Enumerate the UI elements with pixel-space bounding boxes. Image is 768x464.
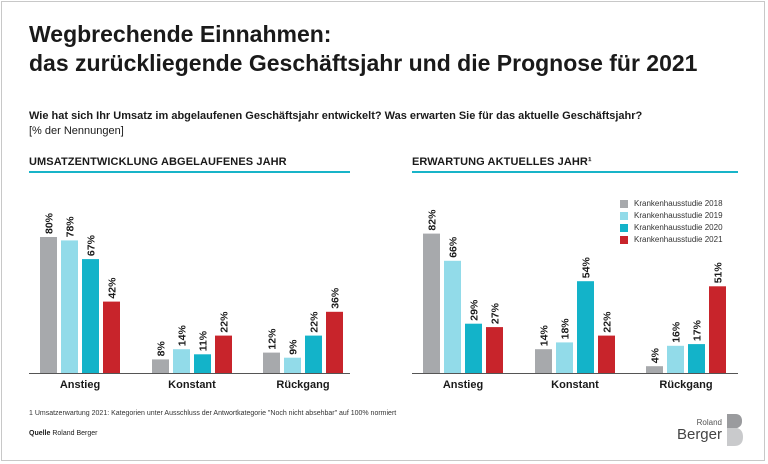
data-label: 22% bbox=[602, 311, 614, 333]
data-label: 36% bbox=[330, 287, 342, 309]
bar bbox=[103, 301, 120, 373]
data-label: 54% bbox=[581, 257, 593, 279]
legend-item: Krankenhausstudie 2020 bbox=[620, 222, 723, 234]
data-label: 22% bbox=[309, 311, 321, 333]
data-label: 51% bbox=[713, 262, 725, 284]
bar bbox=[263, 352, 280, 373]
legend-swatch bbox=[620, 200, 628, 208]
data-label: 18% bbox=[560, 318, 572, 340]
bar bbox=[82, 259, 99, 373]
legend-item: Krankenhausstudie 2019 bbox=[620, 210, 723, 222]
bar bbox=[194, 354, 211, 373]
logo-small-text: Roland bbox=[696, 417, 722, 427]
bar bbox=[667, 345, 684, 373]
category-label: Anstieg bbox=[443, 379, 483, 391]
bar bbox=[709, 286, 726, 373]
chart-erwartung: 82% 66% 29% 27% Anstieg 14% 18% 54% 22% Konstant 4… bbox=[412, 209, 738, 391]
legend-item: Krankenhausstudie 2018 bbox=[620, 198, 723, 210]
category-label: Anstieg bbox=[60, 379, 100, 391]
legend: Krankenhausstudie 2018 Krankenhausstudie… bbox=[620, 198, 723, 246]
chart-umsatzentwicklung: 80% 78% 67% 42% Anstieg 8% 14% 11% 22% Konstant 12… bbox=[29, 212, 350, 391]
chart-2-rule bbox=[412, 171, 738, 173]
bar bbox=[556, 342, 573, 373]
data-label: 67% bbox=[86, 234, 98, 256]
unit-label: [% der Nennungen] bbox=[29, 125, 124, 137]
bar bbox=[284, 357, 301, 373]
data-label: 42% bbox=[107, 277, 119, 299]
roland-berger-logo: Roland Berger bbox=[677, 413, 744, 447]
data-label: 29% bbox=[469, 299, 481, 321]
bar bbox=[486, 327, 503, 373]
bar bbox=[465, 323, 482, 373]
data-label: 16% bbox=[671, 321, 683, 343]
bar bbox=[173, 349, 190, 373]
data-label: 27% bbox=[490, 302, 502, 324]
data-label: 22% bbox=[219, 311, 231, 333]
chart-2-title: ERWARTUNG AKTUELLES JAHR¹ bbox=[412, 156, 592, 168]
bar bbox=[152, 359, 169, 373]
logo-b-mark-icon bbox=[727, 414, 743, 446]
source-label: Quelle bbox=[29, 430, 51, 437]
footnote: 1 Umsatzerwartung 2021: Kategorien unter… bbox=[29, 410, 397, 417]
chart-1-rule bbox=[29, 171, 350, 173]
data-label: 82% bbox=[427, 209, 439, 231]
title-line-2: das zurückliegende Geschäftsjahr und die… bbox=[29, 50, 698, 76]
data-label: 11% bbox=[198, 330, 210, 351]
legend-swatch bbox=[620, 236, 628, 244]
legend-item: Krankenhausstudie 2021 bbox=[620, 234, 723, 246]
data-label: 66% bbox=[448, 236, 460, 258]
data-label: 8% bbox=[156, 341, 168, 357]
legend-swatch bbox=[620, 224, 628, 232]
data-label: 12% bbox=[267, 328, 279, 350]
data-label: 14% bbox=[177, 325, 189, 347]
category-label: Rückgang bbox=[276, 379, 329, 391]
bar bbox=[444, 260, 461, 373]
legend-label: Krankenhausstudie 2018 bbox=[634, 199, 723, 208]
legend-swatch bbox=[620, 212, 628, 220]
legend-label: Krankenhausstudie 2020 bbox=[634, 223, 723, 232]
bar bbox=[577, 281, 594, 373]
bar bbox=[646, 366, 663, 373]
category-label: Konstant bbox=[168, 379, 216, 391]
source-text: Roland Berger bbox=[52, 430, 98, 437]
category-label: Rückgang bbox=[659, 379, 712, 391]
page-title: Wegbrechende Einnahmen: das zurückliegen… bbox=[29, 20, 697, 78]
data-label: 9% bbox=[288, 339, 300, 355]
bar bbox=[423, 233, 440, 373]
data-label: 80% bbox=[44, 212, 56, 234]
source: Quelle Roland Berger bbox=[29, 430, 98, 437]
bar bbox=[535, 349, 552, 373]
chart-1-title: UMSATZENTWICKLUNG ABGELAUFENES JAHR bbox=[29, 156, 287, 168]
bar bbox=[40, 237, 57, 373]
category-label: Konstant bbox=[551, 379, 599, 391]
bar bbox=[326, 311, 343, 373]
logo-text: Roland Berger bbox=[677, 418, 722, 443]
data-label: 4% bbox=[650, 347, 662, 363]
title-line-1: Wegbrechende Einnahmen: bbox=[29, 21, 332, 47]
bar bbox=[215, 335, 232, 373]
legend-label: Krankenhausstudie 2019 bbox=[634, 211, 723, 220]
data-label: 78% bbox=[65, 216, 77, 238]
bar bbox=[688, 344, 705, 373]
legend-label: Krankenhausstudie 2021 bbox=[634, 235, 723, 244]
data-label: 14% bbox=[539, 325, 551, 347]
data-label: 17% bbox=[692, 319, 704, 341]
bar bbox=[305, 335, 322, 373]
survey-question: Wie hat sich Ihr Umsatz im abgelaufenen … bbox=[29, 110, 643, 122]
bar bbox=[61, 240, 78, 373]
logo-big-text: Berger bbox=[676, 425, 722, 443]
bar bbox=[598, 335, 615, 373]
